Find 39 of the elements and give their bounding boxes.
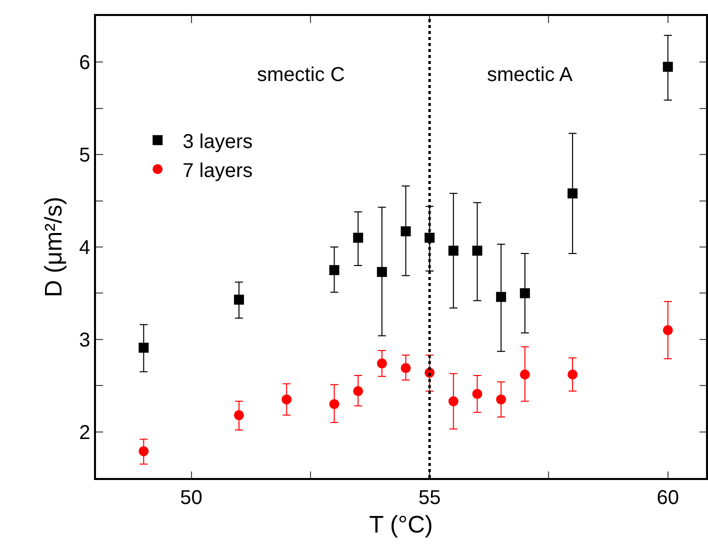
x-tick-label: 50 (180, 486, 202, 509)
point (496, 292, 506, 302)
point (568, 370, 578, 380)
annotation: smectic A (487, 64, 574, 86)
y-tick-label: 3 (79, 329, 90, 352)
point (353, 386, 364, 396)
annotation: smectic C (257, 64, 345, 86)
point (234, 294, 244, 305)
y-axis-title: D (μm²/s) (40, 196, 68, 298)
point (448, 246, 458, 256)
point (472, 246, 482, 256)
point (662, 62, 673, 72)
point (520, 288, 530, 298)
point (353, 232, 364, 243)
point (520, 370, 530, 380)
point (376, 266, 387, 277)
x-tick-label: 55 (418, 486, 441, 509)
point (400, 363, 411, 374)
point (282, 394, 292, 404)
legend-label: 7 layers (182, 160, 253, 182)
point (329, 399, 340, 410)
point (234, 410, 244, 420)
y-tick-label: 4 (79, 237, 90, 259)
point (448, 396, 458, 406)
point (662, 325, 673, 336)
point (329, 265, 340, 276)
point (138, 342, 149, 353)
point (138, 446, 149, 456)
point (568, 188, 578, 198)
point (472, 388, 482, 399)
y-tick-label: 6 (79, 52, 90, 74)
y-tick-label: 2 (79, 422, 90, 444)
legend-label: 3 layers (182, 130, 253, 153)
x-axis-title: T (°C) (369, 512, 433, 539)
point (496, 394, 506, 404)
point (400, 226, 411, 236)
x-tick-label: 60 (656, 486, 680, 509)
point (376, 358, 387, 368)
y-tick-label: 5 (79, 144, 90, 167)
